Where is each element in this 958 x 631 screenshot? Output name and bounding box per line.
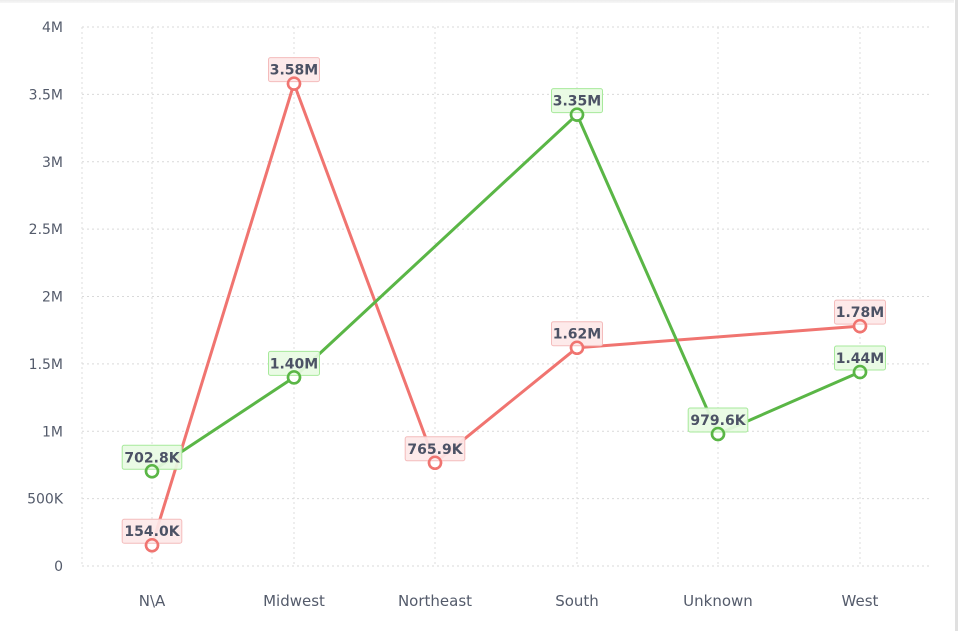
x-axis: N\A Midwest Northeast South Unknown West [139, 592, 879, 610]
data-point-marker-outline [710, 426, 726, 442]
data-label: 154.0K [121, 518, 183, 544]
y-tick-label: 1.5M [29, 357, 63, 373]
data-point-marker-outline [569, 340, 585, 355]
x-tick-label: West [842, 592, 879, 610]
top-border [0, 0, 954, 3]
svg-text:3.35M: 3.35M [553, 94, 601, 110]
data-labels: 154.0K 3.58M 765.9K 1.62M 1.78M 702.8K 1.40M 3.… [121, 57, 886, 553]
svg-text:1.40M: 1.40M [270, 356, 318, 372]
data-point-marker-outline [569, 107, 585, 122]
y-axis: 0 500K 1M 1.5M 2M 2.5M 3M 3.5M 4M [27, 20, 64, 575]
x-tick-label: N\A [139, 592, 166, 610]
svg-text:154.0K: 154.0K [124, 524, 180, 540]
svg-text:3.58M: 3.58M [270, 63, 318, 79]
y-tick-label: 4M [42, 20, 63, 36]
y-tick-label: 500K [27, 492, 64, 508]
svg-text:1.44M: 1.44M [836, 351, 884, 367]
data-label: 1.78M [834, 299, 886, 325]
data-label: 1.62M [551, 321, 603, 347]
svg-text:979.6K: 979.6K [690, 413, 746, 429]
series-line-1 [150, 82, 861, 546]
data-point-marker-outline [852, 364, 868, 380]
svg-text:1.62M: 1.62M [553, 327, 601, 343]
data-point-marker-outline [144, 464, 160, 479]
x-tick-label: Northeast [398, 592, 472, 610]
y-tick-label: 1M [42, 424, 63, 440]
data-label: 1.40M [268, 350, 320, 376]
chart-grid [81, 26, 930, 567]
y-tick-label: 0 [54, 559, 63, 575]
scrollbar-edge [955, 0, 958, 631]
data-point-marker-outline [144, 537, 160, 553]
y-tick-label: 3M [42, 155, 63, 171]
x-tick-label: Midwest [263, 592, 325, 610]
data-label: 979.6K [687, 407, 749, 433]
data-label: 702.8K [121, 444, 183, 470]
svg-text:765.9K: 765.9K [407, 442, 463, 458]
data-point-marker-outline [852, 318, 868, 334]
series-line-2 [151, 113, 861, 473]
y-tick-label: 3.5M [29, 87, 63, 103]
data-point-marker-outline [286, 370, 302, 385]
y-tick-label: 2.5M [29, 222, 63, 238]
svg-text:702.8K: 702.8K [124, 450, 180, 466]
data-point-marker-outline [286, 76, 302, 91]
data-label: 1.44M [834, 345, 886, 371]
data-label: 765.9K [404, 436, 466, 462]
svg-text:1.78M: 1.78M [836, 305, 884, 321]
chart-series [144, 76, 868, 553]
x-tick-label: Unknown [683, 592, 753, 610]
x-tick-label: South [555, 592, 599, 610]
data-label: 3.35M [551, 88, 603, 114]
y-tick-label: 2M [42, 290, 63, 306]
data-point-marker-outline [427, 455, 443, 471]
data-label: 3.58M [268, 57, 320, 83]
